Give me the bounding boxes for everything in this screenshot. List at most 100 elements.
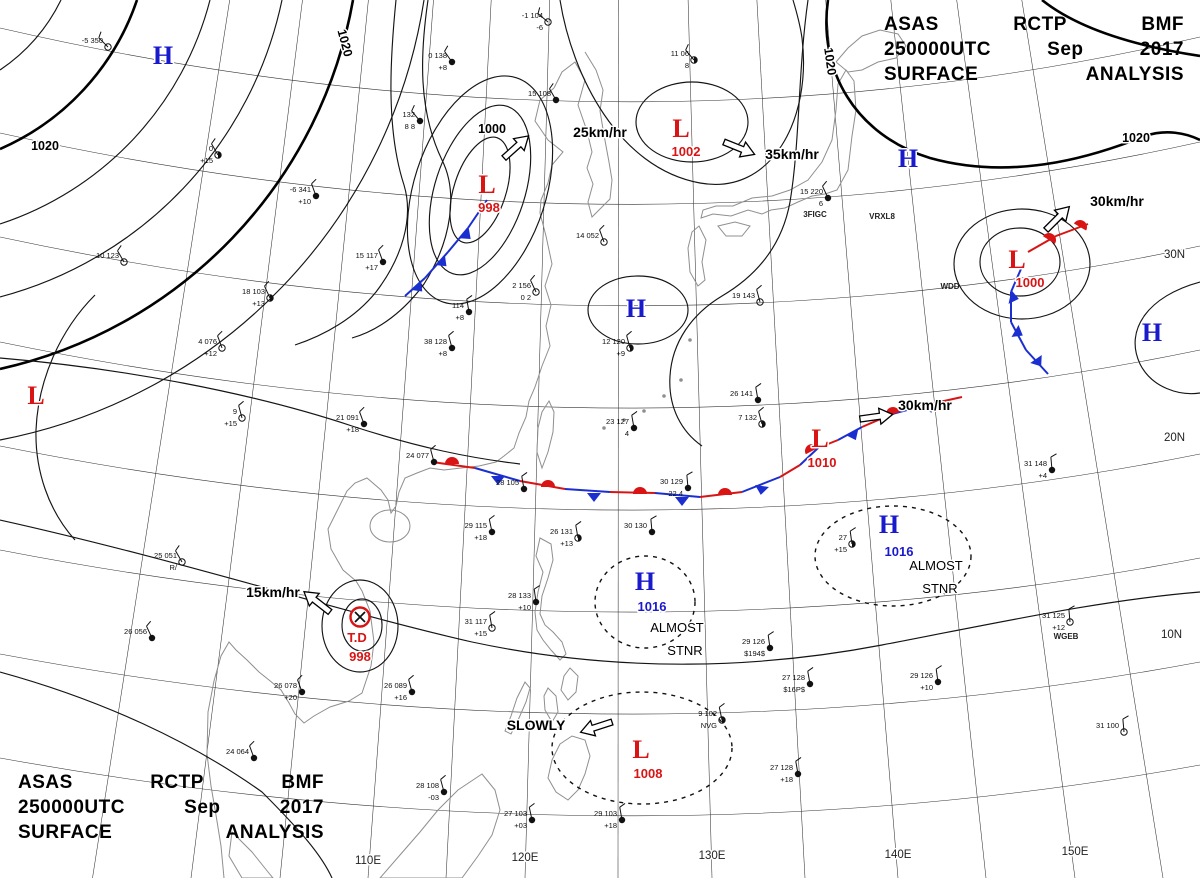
station-value: 25 051 <box>154 551 177 560</box>
coast-honshu <box>700 69 857 219</box>
wind-barb <box>599 229 605 243</box>
title-line: 250000UTC Sep 2017 <box>18 797 324 819</box>
pressure-value: 1008 <box>634 766 663 781</box>
station-plot: 29 126 +10 <box>910 665 942 692</box>
wind-barb <box>488 519 493 533</box>
station-circle <box>758 420 766 428</box>
station-value: 23 127 <box>606 417 629 426</box>
latitude-label: 10N <box>1161 629 1182 641</box>
wind-feather <box>175 545 180 552</box>
station-plot: 0+15 <box>200 138 222 165</box>
labels-layer: HHHHH1016H1016L998L1002L1000L1010L1008L1… <box>26 26 1187 868</box>
title-word: BMF <box>1141 14 1184 35</box>
wind-feather <box>822 180 828 187</box>
front-line <box>564 488 611 493</box>
wind-feather <box>631 411 638 416</box>
isobar-label: 1020 <box>821 47 839 77</box>
title-word: 2017 <box>1139 39 1184 60</box>
station-id: VRXL8 <box>869 212 895 221</box>
station-value: 15 108 <box>528 89 551 98</box>
wind-feather <box>264 280 270 287</box>
wind-feather <box>521 472 528 477</box>
station-plot: 2 156 0 2 <box>512 274 540 302</box>
wind-barb <box>466 299 470 313</box>
cold-front-symbol <box>755 485 769 495</box>
isobar-low-998 <box>428 104 532 276</box>
coast-china-indochina <box>206 87 564 878</box>
station-value: 10 123 <box>96 251 119 260</box>
station-plot: 9 102 NVG <box>698 702 726 730</box>
low-center: L <box>27 381 44 410</box>
station-value: 27 103 <box>504 809 527 818</box>
meridian <box>756 0 806 878</box>
coast-shikoku <box>717 221 751 237</box>
arrows-layer <box>303 135 1071 737</box>
station-value: +13 <box>252 299 265 308</box>
wind-feather <box>758 406 764 412</box>
wind-barb <box>549 88 557 101</box>
station-plot: 28 108 -03 <box>416 774 448 802</box>
station-plot: 7 132 <box>738 406 766 428</box>
parallel <box>0 236 1200 307</box>
isobar <box>669 0 809 447</box>
wind-feather <box>575 521 582 526</box>
station-value: +15 <box>200 156 213 165</box>
station-plot: 31 100 <box>1096 715 1129 736</box>
station-plot: 11 06 8 <box>671 43 698 70</box>
station-value: R/ <box>170 563 178 572</box>
meridian <box>956 0 1076 878</box>
station-value: +17 <box>365 263 378 272</box>
wind-feather <box>807 667 814 672</box>
title-word: 250000UTC <box>884 39 991 60</box>
station-value: +03 <box>514 821 527 830</box>
station-value: 28 105 <box>496 478 519 487</box>
wind-feather <box>146 620 152 627</box>
wind-barb <box>530 280 537 293</box>
wind-barb <box>430 449 435 463</box>
isobar <box>559 0 805 185</box>
wind-barb <box>755 387 759 401</box>
station-value: +18 <box>346 425 359 434</box>
wind-feather <box>528 802 535 808</box>
station-circle <box>104 43 112 51</box>
station-value: NVG <box>701 721 717 730</box>
station-plot: 12 120 +9 <box>602 330 634 358</box>
station-plot: VRXL8 <box>869 212 895 221</box>
station-value: 132 <box>402 110 415 119</box>
station-plot: 24 064 <box>226 740 258 762</box>
station-plot: 114+8 <box>452 295 473 322</box>
wind-feather <box>756 284 762 290</box>
station-value: 9 102 <box>698 709 717 718</box>
annotation-label: ALMOST <box>909 558 963 573</box>
station-value: 9 <box>233 407 237 416</box>
isobar <box>0 671 333 878</box>
movement-arrow <box>501 135 530 162</box>
station-value: +10 <box>518 603 531 612</box>
wind-feather <box>430 444 436 450</box>
title-line: ASAS RCTP BMF <box>884 14 1184 36</box>
annotation-label: STNR <box>922 581 957 596</box>
station-value: +13 <box>560 539 573 548</box>
title-word: SURFACE <box>18 822 113 843</box>
station-value: 15 220 <box>800 187 823 196</box>
station-half-cover <box>578 534 582 542</box>
station-circle <box>574 534 582 542</box>
station-half-cover <box>218 151 222 159</box>
station-value: 27 128 <box>782 673 805 682</box>
isobar-1020 <box>1041 0 1200 58</box>
station-value: +10 <box>298 197 311 206</box>
motion-label: SLOWLY <box>507 717 566 733</box>
parallel <box>0 757 1200 817</box>
station-plot: 4 076 +12 <box>198 330 226 358</box>
low-center: L <box>478 170 495 199</box>
station-plot: 28 133 +10 <box>508 585 540 612</box>
wind-barb <box>117 250 125 263</box>
wind-barb <box>264 286 271 299</box>
longitude-label: 120E <box>512 852 539 864</box>
station-half-cover <box>722 716 726 724</box>
station-value: 24 064 <box>226 747 249 756</box>
cold-front-symbol <box>675 497 689 506</box>
high-center: H <box>626 294 646 323</box>
cold-front-symbol <box>1008 290 1019 304</box>
